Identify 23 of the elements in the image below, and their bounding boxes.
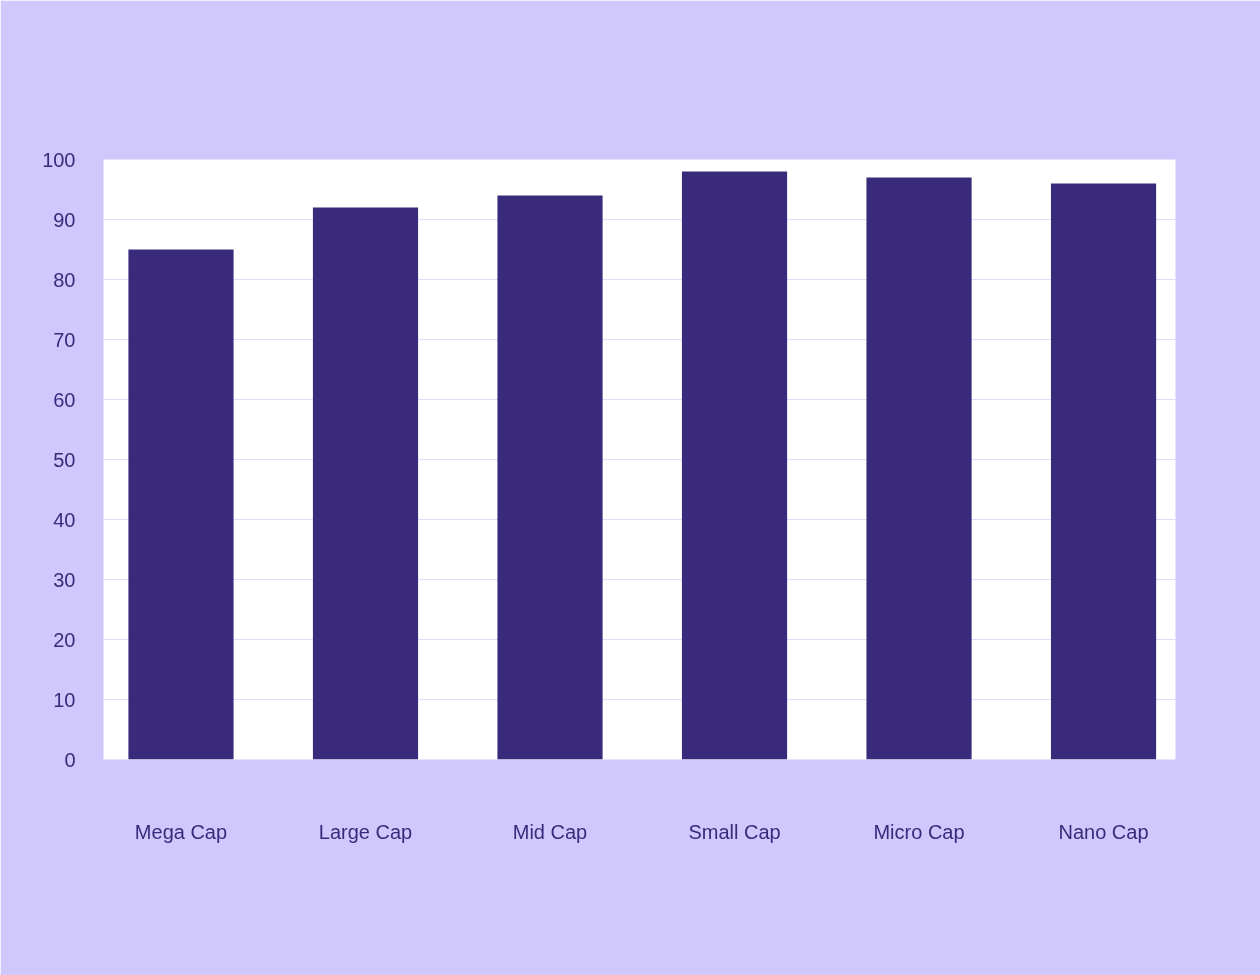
x-tick-label: Mid Cap: [512, 820, 588, 843]
y-tick-label: 70: [53, 328, 76, 351]
bar: [1050, 183, 1157, 760]
y-tick-label: 100: [42, 148, 76, 171]
y-tick-label: 10: [53, 688, 76, 711]
y-tick-label: 80: [53, 268, 76, 291]
x-tick-label: Micro Cap: [873, 820, 965, 843]
bar: [128, 249, 234, 760]
y-tick-label: 30: [53, 568, 76, 591]
y-tick-label: 0: [64, 748, 76, 771]
x-tick-label: Large Cap: [318, 820, 413, 843]
x-tick-label: Small Cap: [688, 820, 781, 843]
x-tick-label: Mega Cap: [134, 820, 228, 843]
y-tick-label: 90: [53, 208, 76, 231]
bar: [681, 171, 788, 760]
y-tick-label: 50: [53, 448, 76, 471]
y-tick-label: 20: [53, 628, 76, 651]
bar: [312, 207, 419, 760]
x-tick-label: Nano Cap: [1058, 820, 1149, 843]
bar: [497, 195, 603, 760]
y-tick-label: 60: [53, 388, 76, 411]
y-tick-label: 40: [53, 508, 76, 531]
bar: [866, 177, 972, 760]
